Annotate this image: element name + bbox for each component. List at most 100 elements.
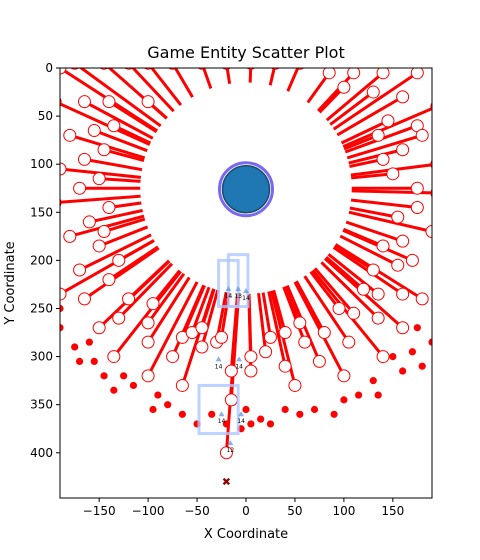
ray-line (83, 100, 163, 145)
red-dot (60, 304, 64, 313)
ray-line (312, 253, 380, 320)
ray-line (78, 228, 162, 272)
hollow-circle (342, 335, 356, 349)
hollow-circle (347, 306, 361, 320)
ghost-label: 14 (242, 295, 250, 302)
ghost-label: 13 (234, 293, 242, 300)
hollow-circle (391, 258, 405, 272)
red-dot (428, 338, 432, 346)
hollow-circle (112, 253, 126, 267)
hollow-circle (60, 68, 67, 75)
red-dot (354, 391, 363, 399)
ghost-marker (238, 411, 245, 417)
hollow-circle (259, 345, 273, 359)
red-dot (90, 357, 98, 366)
ray-line (146, 271, 204, 377)
ray-line (255, 282, 268, 352)
chart-title: Game Entity Scatter Plot (147, 43, 344, 62)
ray-line (127, 252, 178, 300)
ray-line (149, 68, 189, 115)
ray-line (332, 224, 414, 262)
hollow-circle (396, 143, 410, 157)
red-dot (296, 410, 304, 418)
ray-line (290, 271, 326, 334)
hollow-circle (73, 181, 87, 195)
hollow-circle (278, 326, 292, 340)
hollow-circle (87, 124, 101, 138)
ray-line (117, 255, 181, 320)
ray-line (69, 133, 156, 163)
red-dot (110, 386, 118, 394)
y-tick-label: 350 (30, 398, 53, 412)
hollow-circle (366, 263, 380, 277)
hollow-circle (347, 68, 361, 80)
ray-line (84, 157, 153, 173)
hollow-circle (60, 97, 62, 106)
hollow-circle (430, 188, 432, 198)
red-dot (120, 372, 128, 380)
ghost-marker (225, 286, 232, 292)
ray-line (336, 133, 423, 163)
hollow-circle (77, 152, 91, 166)
red-dot (281, 405, 289, 414)
hollow-circle (102, 95, 116, 109)
y-tick-label: 50 (38, 109, 53, 123)
ghost-box (226, 253, 250, 309)
hollow-circle (122, 292, 136, 306)
hollow-circle (107, 350, 121, 364)
hollow-circle (288, 378, 302, 392)
hollow-circle (410, 200, 424, 214)
red-dot (399, 367, 407, 375)
red-dot (154, 391, 162, 399)
red-dot (149, 405, 157, 414)
hollow-circle (124, 68, 133, 70)
hollow-circle (410, 68, 424, 80)
hollow-circle (195, 340, 209, 354)
hollow-circle (73, 263, 87, 277)
ray-line (332, 106, 432, 153)
ghost-label: 14 (235, 363, 243, 370)
hollow-circle (405, 253, 419, 267)
ray-line (306, 259, 355, 315)
ray-line (93, 129, 158, 156)
x-tick-label: 150 (381, 504, 404, 518)
hollow-circle (99, 68, 109, 70)
ghost-marker (236, 356, 243, 362)
red-dot (374, 391, 382, 399)
y-axis: 0 50 100 150 200 250 300 350 400 (30, 61, 60, 460)
y-tick-label: 150 (30, 205, 53, 219)
hollow-circle (219, 446, 233, 460)
x-tick-label: −100 (132, 504, 165, 518)
ray-line (108, 239, 168, 281)
ray-line (60, 102, 160, 151)
hollow-circle (430, 159, 432, 169)
ghost-label: 14 (218, 418, 226, 425)
y-tick-label: 100 (30, 157, 53, 171)
hollow-circle (415, 128, 429, 142)
hollow-circle (102, 273, 116, 287)
hollow-circle (175, 378, 189, 392)
ray-line (60, 167, 152, 180)
red-dot (208, 410, 216, 418)
y-tick-label: 250 (30, 301, 53, 315)
ray-line (278, 276, 307, 343)
hollow-circle (322, 68, 336, 80)
red-dot (129, 381, 138, 390)
ray-line (89, 206, 154, 224)
hollow-circle (376, 350, 390, 364)
red-dot (310, 405, 319, 414)
ray-line (60, 193, 152, 204)
red-dot (60, 324, 64, 332)
hollow-circle (112, 311, 126, 325)
hollow-circle (312, 354, 326, 368)
hollow-circle (386, 167, 400, 181)
hollow-circle (396, 321, 410, 335)
hollow-circle (396, 234, 410, 248)
red-dot (389, 352, 397, 361)
hollow-circle (215, 330, 229, 344)
x-tick-label: 50 (287, 504, 302, 518)
red-dot (257, 415, 265, 423)
hollow-circle (146, 297, 160, 311)
